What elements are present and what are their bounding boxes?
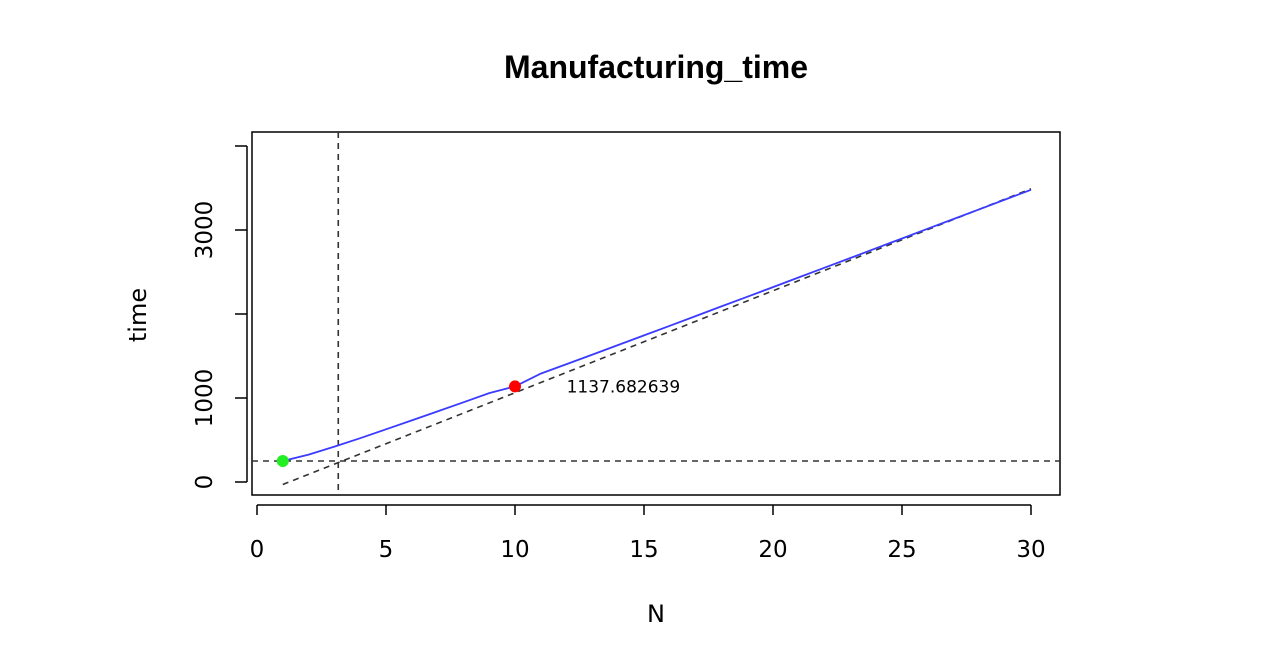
y-tick-label: 0: [192, 475, 218, 490]
x-axis: 0 5 10 15 20 25 30: [250, 504, 1046, 563]
data-point: [509, 380, 521, 393]
x-axis-label: N: [647, 600, 665, 628]
series-line: [282, 188, 1032, 462]
x-tick-label: 5: [379, 537, 394, 563]
points-layer: [276, 380, 521, 467]
asymptote-line: [282, 188, 1032, 486]
x-tick-label: 0: [250, 537, 265, 563]
annotation-layer: 1137.682639: [567, 377, 681, 397]
data-point: [276, 455, 289, 467]
y-axis: 0 1000 3000: [192, 145, 248, 490]
x-tick-label: 30: [1016, 537, 1045, 563]
x-tick-label: 20: [758, 537, 787, 563]
y-tick-label: 1000: [192, 369, 218, 428]
chart-title: Manufacturing_time: [504, 49, 808, 85]
x-tick-label: 10: [500, 537, 529, 563]
x-tick-label: 25: [887, 537, 916, 563]
series-layer: [282, 188, 1032, 462]
reference-lines: [252, 132, 1060, 495]
y-axis-label: time: [124, 288, 152, 342]
plot-box: [251, 131, 1061, 496]
y-tick-label: 3000: [192, 201, 218, 260]
data-label: 1137.682639: [567, 377, 681, 397]
x-tick-label: 15: [629, 537, 658, 563]
